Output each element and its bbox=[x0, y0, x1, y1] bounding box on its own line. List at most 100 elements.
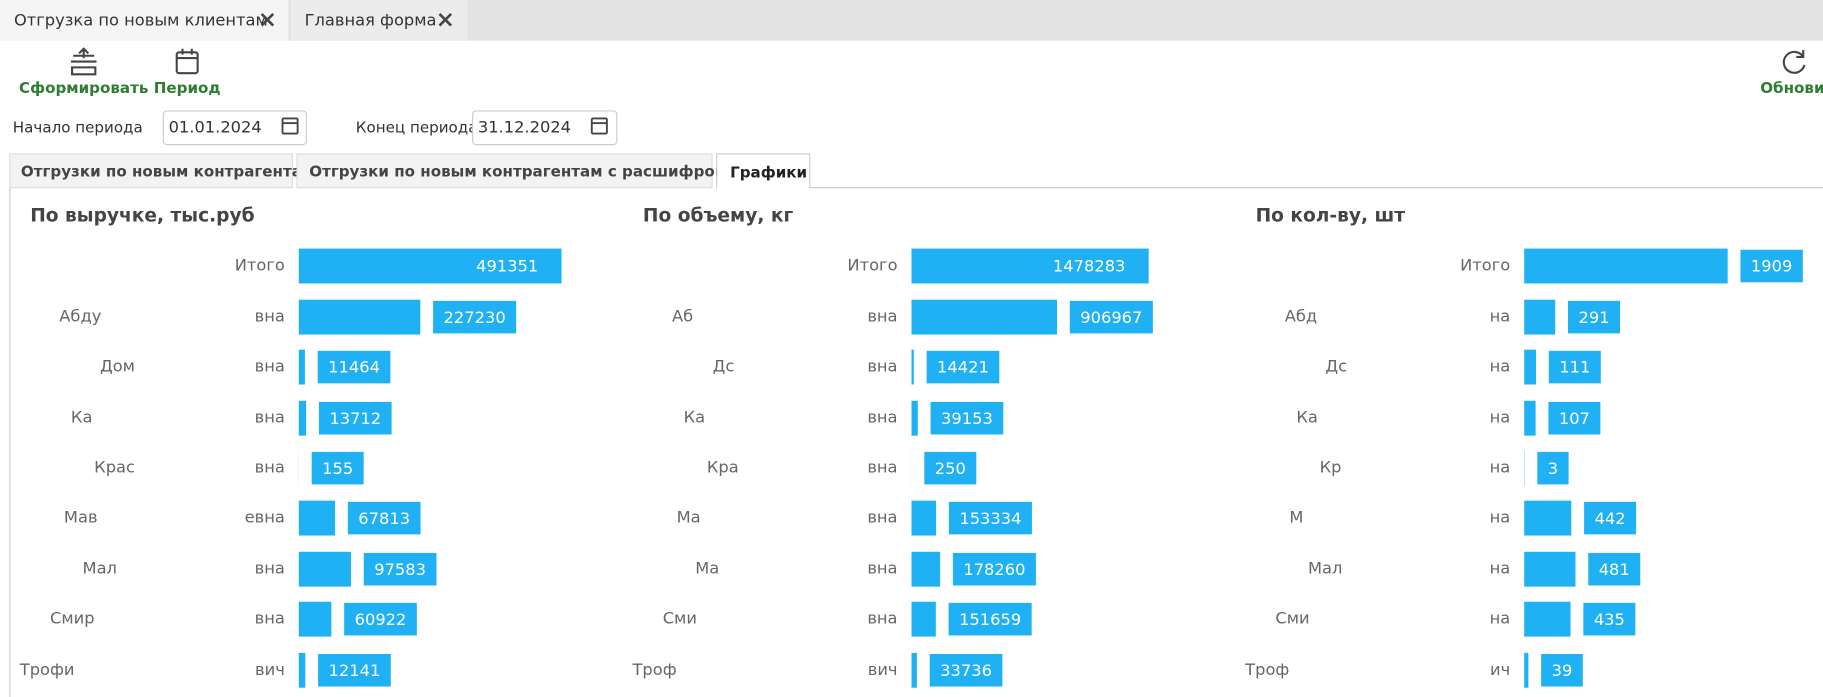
refresh-button[interactable]: Обновить bbox=[1760, 49, 1823, 97]
category-label: Ка bbox=[1296, 408, 1318, 427]
bar bbox=[1524, 652, 1529, 688]
value-label: 111 bbox=[1559, 358, 1590, 377]
category-label: Дом bbox=[100, 357, 135, 376]
category-label-end: на bbox=[1490, 458, 1511, 477]
value-label: 3 bbox=[1548, 459, 1558, 478]
bar bbox=[911, 500, 937, 536]
bar bbox=[1524, 248, 1728, 284]
value-label-box bbox=[1548, 350, 1601, 384]
bar bbox=[911, 652, 917, 688]
value-label: 1909 bbox=[1751, 257, 1792, 276]
chart-title: По объему, кг bbox=[643, 206, 794, 227]
field-label: Конец периода bbox=[356, 118, 478, 136]
value-label-box bbox=[1568, 300, 1620, 334]
value-label-box bbox=[1541, 654, 1583, 687]
tab-label: Отгрузка по новым клиентам bbox=[14, 10, 268, 29]
category-label-end: вна bbox=[255, 458, 285, 477]
subtab-active[interactable] bbox=[716, 153, 811, 189]
category-label: Абд bbox=[1285, 307, 1317, 326]
category-label: Итого bbox=[847, 256, 897, 275]
category-label: Дс bbox=[1325, 357, 1347, 376]
chart-title: По выручке, тыс.руб bbox=[30, 206, 254, 227]
button-label: Период bbox=[154, 79, 221, 97]
icon bbox=[176, 48, 198, 60]
value-label-box bbox=[929, 654, 1003, 687]
category-label-end: ич bbox=[1490, 660, 1510, 679]
bar bbox=[911, 248, 1149, 284]
value-label-box bbox=[952, 552, 1036, 586]
value-label: 906967 bbox=[1080, 308, 1142, 327]
subtab[interactable] bbox=[9, 153, 293, 189]
value-label-box bbox=[433, 300, 517, 334]
value-label: 33736 bbox=[940, 661, 992, 680]
category-label: Аб bbox=[672, 307, 693, 326]
bar bbox=[298, 349, 305, 385]
bar bbox=[298, 248, 562, 284]
subtab-label: Отгрузки по новым контрагентам bbox=[21, 162, 314, 180]
toolbar-button[interactable]: Период bbox=[154, 48, 221, 97]
date-input[interactable] bbox=[472, 110, 618, 146]
subtab-label: Отгрузки по новым контрагентам с расшифр… bbox=[309, 162, 755, 180]
category-label-end: на bbox=[1490, 559, 1511, 578]
category-label-end: вна bbox=[255, 609, 285, 628]
value-label-box bbox=[1584, 501, 1637, 535]
value-label: 291 bbox=[1578, 308, 1609, 327]
date-input[interactable] bbox=[162, 110, 307, 146]
value-label: 153334 bbox=[959, 509, 1021, 528]
category-label-end: на bbox=[1490, 609, 1511, 628]
calendar-icon[interactable] bbox=[281, 117, 299, 135]
category-label-end: вна bbox=[867, 508, 897, 527]
tab-close[interactable] bbox=[438, 13, 453, 27]
value-label-box bbox=[1069, 300, 1153, 334]
category-label-end: вна bbox=[867, 357, 897, 376]
value-label-box bbox=[1588, 552, 1641, 586]
category-label: Ка bbox=[71, 408, 93, 427]
tab[interactable] bbox=[290, 0, 468, 41]
category-label: Дс bbox=[713, 357, 735, 376]
category-label: Ма bbox=[677, 508, 701, 527]
value-label-box bbox=[311, 451, 364, 485]
calendar-icon[interactable] bbox=[590, 117, 608, 135]
value-label-box bbox=[926, 350, 1000, 384]
category-label-end: вна bbox=[867, 458, 897, 477]
bar bbox=[298, 299, 421, 335]
tab-label: Главная форма bbox=[305, 10, 437, 29]
chart-title: По кол-ву, шт bbox=[1256, 206, 1406, 227]
tab-close[interactable] bbox=[260, 13, 275, 27]
category-label: Итого bbox=[1460, 256, 1510, 275]
category-label: Кр bbox=[1320, 458, 1342, 477]
category-label-end: вна bbox=[255, 307, 285, 326]
value-label-box bbox=[318, 401, 392, 435]
value-label-box bbox=[317, 350, 391, 384]
value-label: 11464 bbox=[328, 358, 380, 377]
category-label-end: вич bbox=[255, 660, 285, 679]
tab-active[interactable] bbox=[0, 0, 289, 41]
value-label-box bbox=[948, 501, 1032, 535]
bar bbox=[298, 551, 351, 587]
category-label-end: на bbox=[1490, 508, 1511, 527]
category-label-end: вна bbox=[867, 559, 897, 578]
category-label: Мал bbox=[1308, 559, 1342, 578]
value-label: 12141 bbox=[329, 661, 381, 680]
value-label-box bbox=[1583, 602, 1636, 636]
bar bbox=[911, 601, 936, 637]
value-label-box bbox=[318, 654, 391, 687]
toolbar-button[interactable]: Сформировать bbox=[19, 47, 148, 97]
subtab-label: Графики bbox=[730, 164, 807, 182]
category-label: Итого bbox=[235, 256, 285, 275]
value-label-box bbox=[1537, 451, 1569, 485]
value-label: 151659 bbox=[959, 610, 1021, 629]
value-label: 39153 bbox=[941, 409, 993, 428]
value-label: 39 bbox=[1552, 661, 1573, 680]
category-label-end: вна bbox=[867, 609, 897, 628]
value-label: 14421 bbox=[937, 358, 989, 377]
bar bbox=[298, 500, 336, 536]
category-label: Смир bbox=[50, 609, 95, 628]
subtab[interactable] bbox=[296, 153, 713, 189]
value-label-box bbox=[1548, 401, 1601, 435]
category-label-end: на bbox=[1490, 408, 1511, 427]
value-label: 435 bbox=[1594, 610, 1625, 629]
bar bbox=[1524, 601, 1571, 637]
category-label: Троф bbox=[631, 660, 676, 679]
value-label-box bbox=[1740, 249, 1803, 283]
